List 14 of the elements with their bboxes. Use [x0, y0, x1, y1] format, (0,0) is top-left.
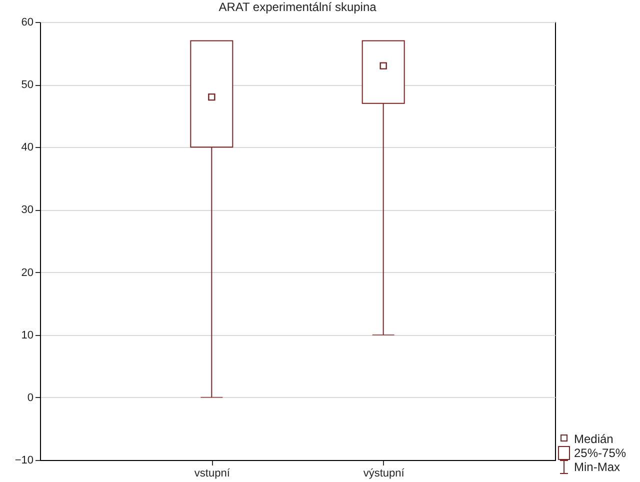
text: 25%-75% — [574, 446, 626, 460]
y-tick-label: −10 — [14, 454, 34, 466]
text: Medián — [574, 432, 614, 446]
y-tick-label: 30 — [21, 204, 34, 216]
text: Min-Max — [574, 460, 620, 474]
y-tick-label: 60 — [21, 16, 34, 28]
y-tick-label: 20 — [21, 266, 34, 279]
x-tick-label: výstupní — [363, 468, 406, 480]
y-tick-label: 50 — [21, 79, 34, 92]
y-tick-label: 40 — [21, 142, 34, 154]
chart-title: ARAT experimentální skupina — [218, 0, 377, 14]
x-tick-label: vstupní — [194, 468, 231, 480]
y-tick-label: 0 — [27, 392, 34, 404]
y-tick-label: 10 — [21, 329, 34, 342]
